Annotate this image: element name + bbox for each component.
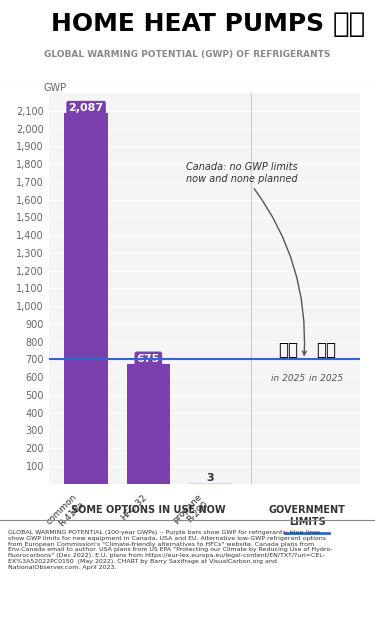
Text: SOME OPTIONS IN USE NOW: SOME OPTIONS IN USE NOW (71, 505, 226, 515)
Text: GOVERNMENT
LIMITS: GOVERNMENT LIMITS (268, 505, 345, 526)
Text: 3: 3 (207, 473, 214, 483)
Text: in 2025: in 2025 (272, 373, 306, 383)
Text: 675: 675 (137, 354, 160, 364)
Text: in 2025: in 2025 (309, 373, 343, 383)
Text: 🇺🇸: 🇺🇸 (278, 342, 298, 360)
Text: 🇪🇺: 🇪🇺 (316, 342, 336, 360)
Bar (64, 113, 108, 484)
Text: propane
R-290: propane R-290 (171, 492, 211, 533)
Text: common
R-410a: common R-410a (45, 492, 86, 534)
Text: 🇨🇦: 🇨🇦 (332, 10, 365, 38)
Text: HOME HEAT PUMPS: HOME HEAT PUMPS (51, 12, 324, 36)
Text: GLOBAL WARMING POTENTIAL (100-year GWPs) -- Purple bars show GWP for refrigerant: GLOBAL WARMING POTENTIAL (100-year GWPs)… (8, 530, 332, 570)
Text: Canada: no GWP limits
now and none planned: Canada: no GWP limits now and none plann… (186, 162, 306, 355)
Text: 2,087: 2,087 (69, 103, 104, 113)
Text: GLOBAL WARMING POTENTIAL (GWP) OF REFRIGERANTS: GLOBAL WARMING POTENTIAL (GWP) OF REFRIG… (44, 50, 331, 59)
Text: GWP: GWP (44, 83, 66, 93)
Bar (126, 364, 170, 484)
Text: HFC-32: HFC-32 (119, 492, 148, 522)
